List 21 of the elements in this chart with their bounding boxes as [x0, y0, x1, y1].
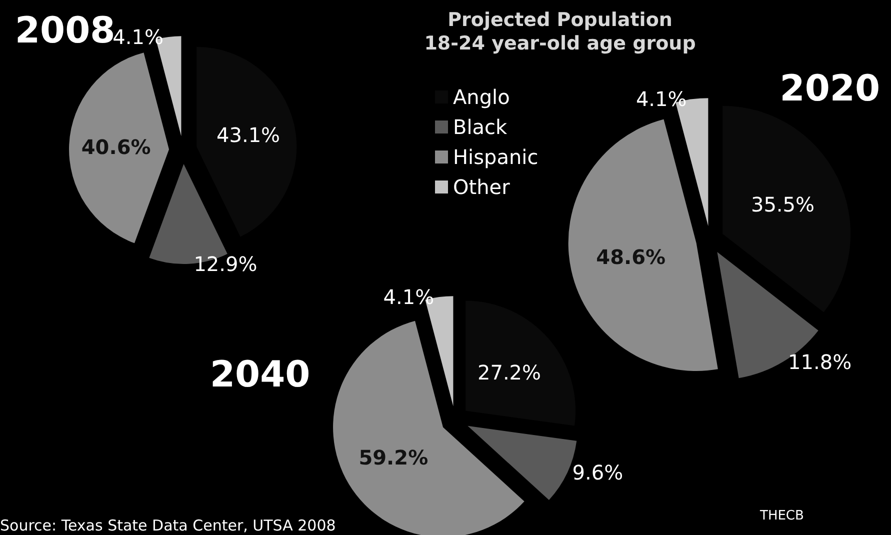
legend-label: Hispanic — [453, 145, 538, 169]
text: THECB — [759, 508, 804, 524]
data-label: 43.1% — [216, 122, 280, 147]
data-label: 4.1% — [112, 24, 164, 49]
chart-title: 2020 — [780, 68, 880, 110]
data-label: 59.2% — [358, 445, 428, 470]
legend-label: Black — [453, 115, 508, 139]
data-label: 27.2% — [477, 360, 542, 385]
text: Projected Population 18-24 year-old age group — [424, 8, 696, 55]
data-label: 4.1% — [636, 87, 687, 112]
data-label: 4.1% — [383, 285, 434, 310]
data-label: 12.9% — [194, 252, 258, 276]
source-note: Source: Texas State Data Center, UTSA 2008 — [0, 516, 336, 535]
data-label: 11.8% — [788, 350, 852, 374]
data-label: 48.6% — [596, 245, 666, 270]
legend-label: Anglo — [453, 85, 510, 109]
text: 2040 — [210, 354, 310, 396]
data-label: 35.5% — [750, 192, 815, 216]
data-label: 40.6% — [81, 134, 151, 159]
data-label: 9.6% — [572, 460, 624, 485]
legend-label: Other — [453, 175, 511, 199]
